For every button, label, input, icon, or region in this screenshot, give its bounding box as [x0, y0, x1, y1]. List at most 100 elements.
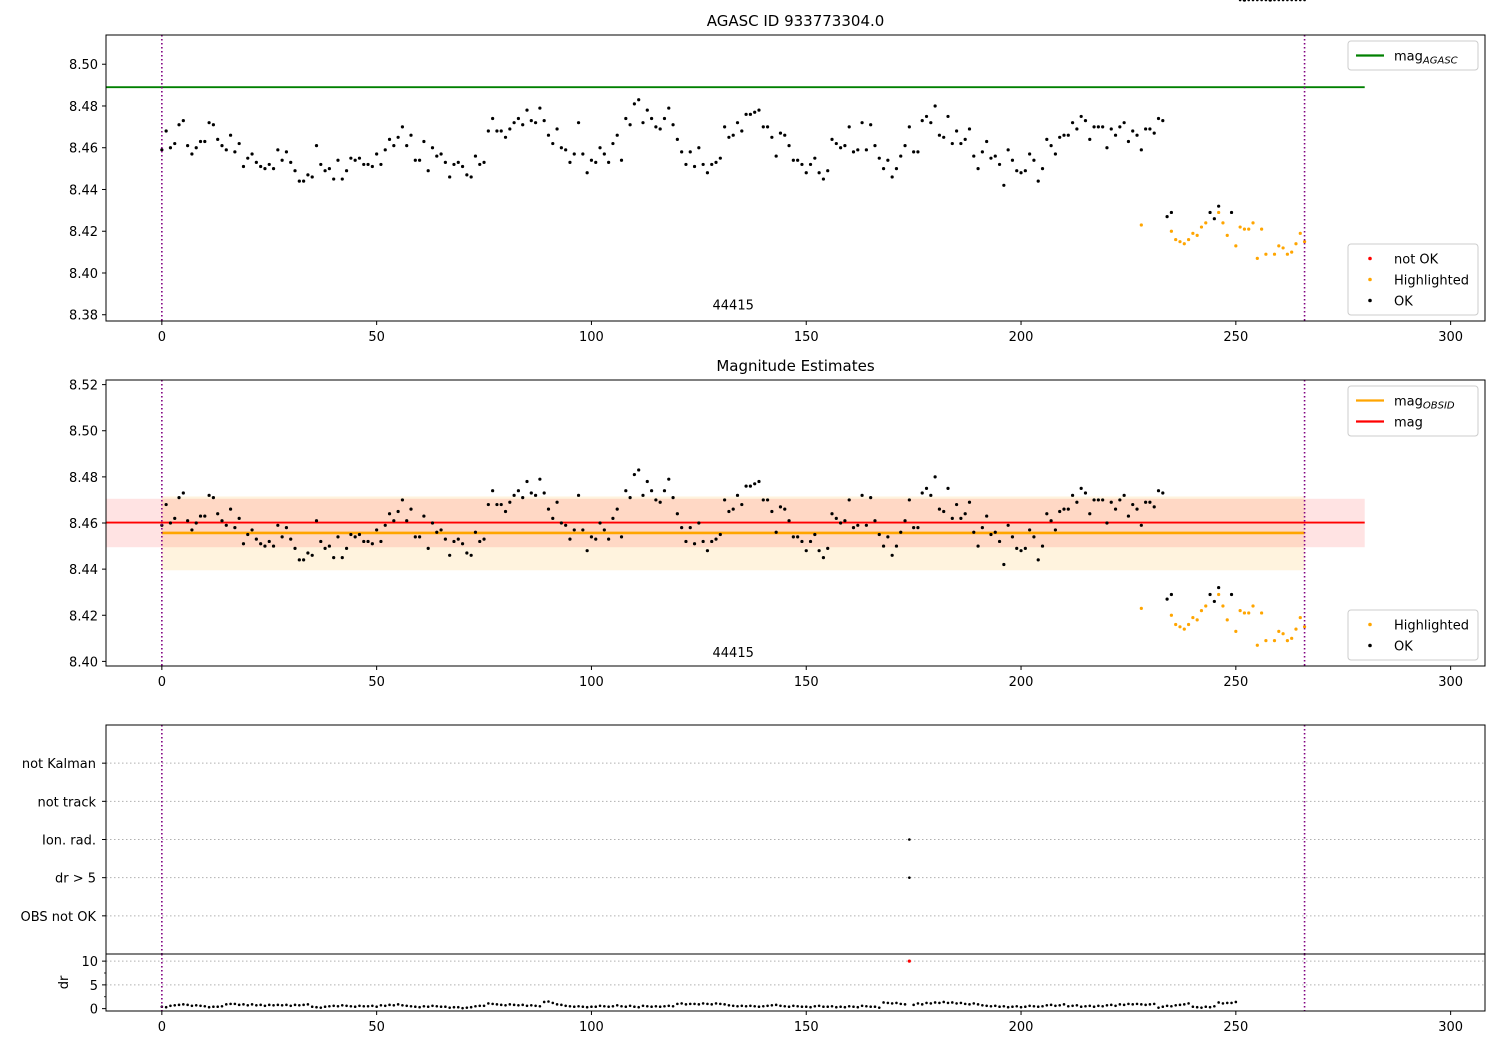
panel1-ok-point — [516, 116, 521, 121]
panel4-dr-point — [882, 1001, 885, 1004]
panel1-ok-point — [774, 154, 778, 158]
panel4-dr-point — [727, 1004, 731, 1007]
panel2-obsid-label: 44415 — [713, 646, 754, 661]
panel4-dr-point — [1264, 0, 1268, 2]
panel2-highlighted-point — [1277, 629, 1281, 634]
panel2-ok-point — [396, 509, 400, 514]
panel4-dr-point — [1058, 1004, 1062, 1007]
panel1-ok-point — [263, 167, 267, 171]
panel1-ok-point — [1062, 133, 1066, 137]
panel4-dr-point — [439, 1005, 443, 1009]
panel4-dr-point — [1036, 1005, 1040, 1009]
panel2-ok-point — [1105, 521, 1109, 525]
panel4-dr-point — [641, 1004, 645, 1008]
panel4-dr-point — [448, 1006, 451, 1009]
panel1-ok-point — [254, 160, 258, 164]
panel1-ok-point — [435, 154, 439, 158]
panel1-ok-point — [611, 141, 615, 146]
panel1-ok-point — [602, 152, 606, 156]
panel2-ok-point — [1144, 500, 1148, 504]
panel4-dr-point — [255, 1004, 258, 1007]
panel1-ok-point — [486, 129, 490, 133]
panel2-ok-point — [787, 519, 791, 523]
panel4-dr-point — [383, 1004, 387, 1008]
panel4-dr-point — [280, 1004, 284, 1007]
panel4-dr-point — [1002, 1004, 1006, 1008]
panel4-dr-point — [525, 1004, 529, 1008]
panel4-dr-point — [1049, 1003, 1053, 1007]
panel2-ok-point — [723, 498, 727, 502]
panel1-ok-point — [929, 121, 933, 125]
panel1-ok-point — [220, 144, 224, 148]
panel2-ok-point — [662, 489, 667, 493]
panel1-ok-point — [259, 164, 263, 169]
panel1-ok-point — [744, 112, 748, 116]
panel2-highlighted-point — [1255, 643, 1259, 647]
panel1-ok-point — [456, 160, 460, 164]
panel2-ok-point — [705, 549, 710, 553]
panel1-ok-point — [1023, 169, 1027, 173]
panel2-ok-point — [667, 477, 671, 481]
panel4-dr-point — [547, 1000, 550, 1003]
panel4-dr-point — [366, 1004, 370, 1008]
panel4-dr-point — [405, 1004, 409, 1008]
panel4-dr-point — [1024, 1005, 1027, 1009]
panel2-ok-point — [246, 532, 250, 537]
panel2-ok-point — [306, 551, 310, 555]
panel1-ok-point — [628, 123, 632, 127]
panel2-ok-point — [491, 489, 495, 493]
panel1-ok-point — [1156, 116, 1161, 121]
panel4-dr-point — [332, 1004, 335, 1008]
panel1-ok-point — [387, 137, 392, 141]
panel2-ok-point — [1165, 597, 1169, 601]
panel1-ok-point — [753, 110, 757, 114]
panel4-dr-point — [1084, 1004, 1087, 1008]
panel2-ok-point — [392, 519, 396, 523]
panel1-legend-label: not OK — [1394, 253, 1439, 268]
panel1-ok-point — [559, 146, 563, 150]
panel4-dr-point — [371, 1004, 374, 1008]
panel4-dr-point — [779, 1004, 782, 1008]
panel1-xtick-label: 200 — [1009, 330, 1034, 345]
panel4-dr-point — [826, 1005, 830, 1009]
panel2-ok-point — [460, 542, 465, 546]
panel1-ok-point — [967, 127, 972, 131]
panel1-ytick-label: 8.50 — [69, 58, 98, 73]
panel2-ok-point — [796, 535, 800, 539]
panel4-dr-point — [946, 1001, 950, 1005]
panel1-ok-point — [297, 179, 301, 183]
panel1-ok-point — [469, 175, 473, 179]
panel4-dr-outlier-point — [907, 959, 911, 963]
panel1-ok-point — [375, 152, 379, 156]
panel2-ok-point — [465, 551, 469, 555]
panel4-dr-point — [951, 1001, 954, 1004]
panel4-dr-point — [770, 1004, 774, 1007]
panel1-ok-point — [886, 158, 890, 162]
panel1-highlighted-point — [1191, 231, 1195, 235]
panel1-legend-dot-swatch — [1368, 277, 1372, 282]
panel4-dr-point — [435, 1004, 439, 1008]
panel1-highlighted-point — [1221, 221, 1225, 225]
panel2-ok-point — [538, 477, 542, 481]
panel2-highlighted-point — [1281, 632, 1285, 636]
panel1-ok-point — [834, 141, 838, 146]
panel1-ok-point — [499, 129, 503, 133]
panel2-ok-point — [753, 482, 757, 486]
panel2-legend-dot-swatch — [1368, 622, 1372, 627]
panel1-ok-point — [344, 169, 349, 173]
panel4-dr-point — [787, 1005, 791, 1009]
panel1-ok-point — [572, 152, 576, 156]
panel4-dr-point — [1097, 1004, 1100, 1008]
panel2-ok-point — [228, 507, 233, 511]
panel1-xtick-label: 150 — [794, 330, 819, 345]
panel2-ok-point — [405, 519, 409, 523]
panel2-ok-point — [937, 507, 942, 511]
panel1-ok-point — [181, 118, 185, 123]
panel1-ok-point — [276, 148, 280, 152]
panel2-ok-point — [344, 546, 349, 550]
panel2-ok-point — [929, 493, 933, 497]
panel2-ok-point — [224, 523, 228, 527]
panel-agasc-magnitude: AGASC ID 933773304.0 44415 0 50 100 150 200 250… — [69, 0, 1486, 345]
panel4-dr-point — [1101, 1004, 1104, 1008]
panel2-highlighted-point — [1174, 622, 1178, 627]
